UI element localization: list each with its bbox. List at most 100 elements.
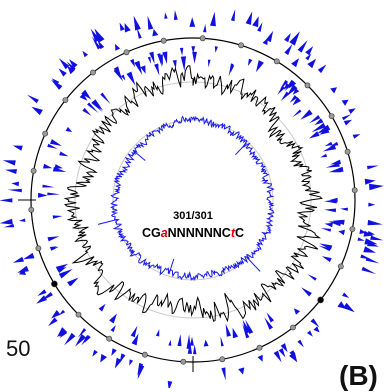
- inner-spike: [235, 142, 247, 156]
- tick-mark: [368, 202, 376, 207]
- tick-mark: [38, 192, 48, 198]
- tick-mark: [90, 28, 101, 43]
- tick-mark: [47, 143, 58, 149]
- tick-mark: [91, 99, 104, 111]
- motif-sequence: CGaNNNNNNCtC: [142, 226, 244, 240]
- tick-mark: [264, 317, 273, 330]
- tick-mark: [277, 85, 286, 95]
- tick-mark: [177, 334, 182, 347]
- tick-mark: [50, 139, 62, 146]
- tick-mark: [309, 115, 321, 124]
- tick-mark: [297, 40, 308, 53]
- tick-mark: [193, 344, 197, 355]
- tick-mark: [179, 47, 184, 56]
- tick-mark: [252, 16, 259, 28]
- tick-mark: [319, 127, 330, 135]
- tick-mark: [364, 238, 378, 245]
- inner-blue-trace: [110, 115, 275, 282]
- tick-mark: [292, 88, 300, 95]
- tick-mark: [322, 144, 337, 152]
- tick-mark: [87, 102, 99, 113]
- ring-marker: [30, 167, 37, 174]
- tick-mark: [37, 289, 47, 296]
- panel-label: (B): [339, 360, 378, 391]
- tick-mark: [293, 308, 301, 315]
- tick-mark: [180, 56, 186, 72]
- tick-mark: [55, 263, 69, 272]
- ring-marker: [273, 58, 280, 65]
- tick-mark: [238, 367, 245, 375]
- tick-mark: [247, 58, 253, 66]
- tick-mark: [111, 348, 117, 356]
- ring-marker: [51, 280, 58, 288]
- ring-marker: [35, 245, 42, 252]
- tick-mark: [337, 301, 347, 309]
- tick-mark: [97, 40, 105, 50]
- tick-mark: [82, 107, 92, 116]
- tick-mark: [58, 68, 67, 77]
- ring-marker: [256, 344, 263, 351]
- tick-mark: [325, 163, 339, 168]
- tick-mark: [155, 329, 160, 337]
- ring-marker: [199, 35, 206, 42]
- tick-mark: [59, 151, 69, 157]
- tick-mark: [289, 31, 300, 46]
- tick-mark: [342, 114, 352, 121]
- tick-mark: [130, 58, 136, 68]
- outer-ring-tick-marks: [0, 8, 384, 388]
- tick-mark: [149, 51, 155, 64]
- tick-mark: [342, 292, 350, 298]
- tick-mark: [230, 8, 236, 22]
- tick-mark: [3, 224, 15, 228]
- tick-mark: [330, 87, 337, 94]
- tick-mark: [134, 60, 143, 75]
- tick-mark: [191, 46, 196, 54]
- tick-mark: [307, 58, 317, 69]
- tick-mark: [27, 94, 39, 104]
- ring-marker: [304, 82, 311, 89]
- tick-mark: [147, 56, 151, 64]
- tick-mark: [19, 268, 27, 275]
- ring-marker: [123, 49, 130, 56]
- tick-mark: [168, 339, 172, 346]
- tick-mark: [220, 336, 224, 347]
- tick-mark: [47, 236, 60, 242]
- tick-mark: [203, 339, 209, 347]
- tick-mark: [280, 91, 290, 101]
- tick-mark: [82, 50, 88, 58]
- tick-mark: [301, 287, 312, 297]
- tick-mark: [292, 109, 302, 118]
- tick-mark: [357, 237, 365, 241]
- tick-mark: [137, 363, 144, 376]
- tick-mark: [18, 218, 26, 222]
- tick-mark: [291, 58, 300, 68]
- tick-mark: [283, 82, 290, 90]
- tick-mark: [288, 80, 297, 89]
- tick-mark: [5, 169, 17, 174]
- tick-mark: [300, 109, 313, 120]
- tick-mark: [203, 24, 207, 33]
- tick-mark: [307, 274, 317, 281]
- ring-marker: [351, 187, 358, 194]
- tick-mark: [318, 245, 331, 252]
- tick-mark: [124, 23, 131, 33]
- tick-mark: [317, 64, 327, 74]
- tick-mark: [7, 188, 22, 193]
- tick-mark: [23, 252, 35, 260]
- ring-marker: [344, 148, 351, 155]
- tick-mark: [92, 349, 98, 357]
- tick-mark: [119, 22, 125, 31]
- tick-mark: [115, 43, 121, 51]
- tick-mark: [338, 229, 345, 236]
- tick-mark: [280, 79, 289, 90]
- tick-mark: [284, 44, 293, 55]
- coverage-trace: [63, 65, 323, 323]
- tick-mark: [51, 310, 61, 319]
- tick-mark: [189, 17, 196, 27]
- tick-mark: [114, 357, 122, 369]
- tick-mark: [130, 325, 138, 338]
- tick-mark: [369, 183, 384, 191]
- tick-mark: [81, 89, 92, 100]
- tick-mark: [324, 222, 333, 228]
- tick-mark: [186, 334, 191, 349]
